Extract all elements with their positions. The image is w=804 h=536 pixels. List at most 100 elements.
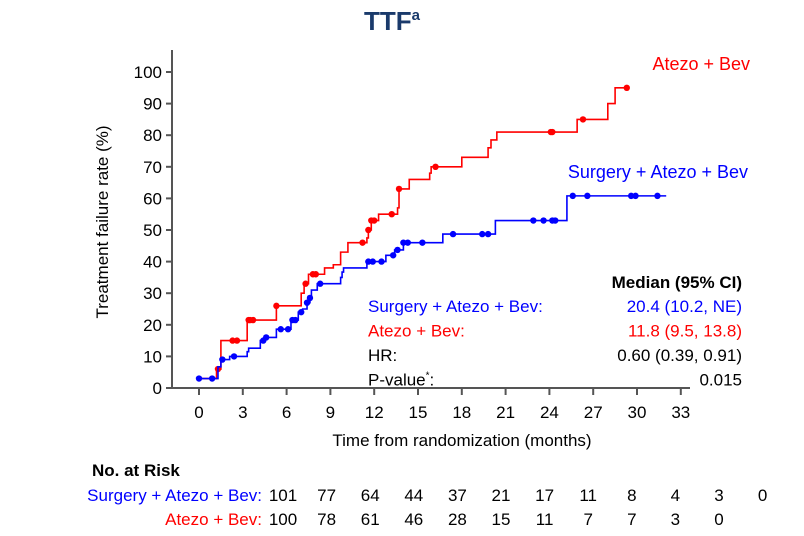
x-axis-label: Time from randomization (months) bbox=[332, 431, 591, 450]
censor-mark bbox=[627, 192, 635, 200]
stats-row-label: P-value*: bbox=[368, 371, 434, 390]
title-superscript: a bbox=[412, 7, 421, 24]
risk-value: 21 bbox=[492, 486, 511, 505]
censor-mark bbox=[208, 375, 216, 382]
censor-mark bbox=[298, 308, 305, 316]
y-tick-label: 80 bbox=[143, 126, 162, 145]
risk-value: 3 bbox=[671, 510, 680, 529]
y-tick-label: 70 bbox=[143, 158, 162, 177]
censor-mark bbox=[233, 337, 241, 344]
risk-value: 100 bbox=[269, 510, 297, 529]
censor-mark bbox=[219, 356, 226, 363]
censor-mark bbox=[369, 258, 376, 265]
y-tick-label: 20 bbox=[143, 316, 162, 335]
censor-mark bbox=[249, 316, 257, 324]
risk-value: 7 bbox=[583, 510, 592, 529]
y-tick-label: 40 bbox=[143, 253, 162, 272]
censor-mark bbox=[302, 280, 309, 287]
censor-mark bbox=[229, 337, 236, 344]
censor-mark bbox=[365, 226, 372, 234]
curves bbox=[195, 84, 667, 382]
censor-mark bbox=[312, 271, 319, 278]
risk-value: 28 bbox=[448, 510, 467, 529]
censor-mark bbox=[395, 185, 403, 193]
censor-mark bbox=[303, 299, 311, 306]
y-tick-label: 100 bbox=[134, 63, 162, 82]
censor-mark bbox=[359, 239, 366, 246]
x-tick-label: 6 bbox=[282, 403, 291, 422]
x-tick-label: 3 bbox=[238, 403, 247, 422]
x-tick-label: 24 bbox=[540, 403, 559, 422]
risk-row-label: Atezo + Bev: bbox=[165, 510, 262, 529]
censor-mark bbox=[479, 230, 486, 238]
risk-value: 64 bbox=[361, 486, 380, 505]
series-line-atezo-bev bbox=[199, 87, 627, 380]
censor-mark bbox=[292, 316, 299, 324]
censor-mark bbox=[262, 334, 270, 341]
risk-value: 61 bbox=[361, 510, 380, 529]
y-tick-label: 90 bbox=[143, 95, 162, 114]
censor-mark bbox=[549, 128, 556, 136]
risk-value: 11 bbox=[579, 486, 597, 505]
stats-row-label: HR: bbox=[368, 346, 397, 365]
risk-value: 44 bbox=[404, 486, 423, 505]
censor-mark bbox=[540, 217, 547, 224]
x-tick-label: 15 bbox=[409, 403, 428, 422]
risk-value: 46 bbox=[404, 510, 423, 529]
stats-box: Median (95% CI) Surgery + Atezo + Bev: 20.… bbox=[368, 273, 742, 390]
censor-mark bbox=[277, 326, 284, 333]
stats-row-label: Surgery + Atezo + Bev: bbox=[368, 297, 543, 316]
censor-mark bbox=[230, 353, 238, 360]
censor-mark bbox=[284, 326, 292, 333]
censor-mark bbox=[394, 246, 401, 254]
censor-mark bbox=[449, 230, 457, 238]
risk-value: 0 bbox=[758, 486, 767, 505]
y-tick-label: 10 bbox=[143, 347, 162, 366]
legend-label-atezo-bev: Atezo + Bev bbox=[652, 54, 750, 74]
x-tick-label: 12 bbox=[365, 403, 384, 422]
risk-value: 37 bbox=[448, 486, 467, 505]
censor-mark bbox=[371, 217, 378, 224]
censor-mark bbox=[316, 280, 324, 287]
censor-mark bbox=[584, 192, 591, 200]
series-line-surgery-atezo-bev bbox=[199, 195, 667, 380]
risk-value: 15 bbox=[492, 510, 511, 529]
censor-mark bbox=[432, 163, 439, 170]
x-tick-label: 18 bbox=[452, 403, 471, 422]
censor-mark bbox=[388, 211, 395, 218]
risk-table-title: No. at Risk bbox=[92, 461, 180, 480]
censor-mark bbox=[419, 239, 426, 246]
censor-mark bbox=[306, 294, 314, 302]
risk-value: 4 bbox=[671, 486, 680, 505]
censor-mark bbox=[389, 252, 397, 259]
censor-mark bbox=[404, 239, 411, 246]
risk-value: 8 bbox=[627, 486, 636, 505]
stats-row-value: 11.8 (9.5, 13.8) bbox=[628, 322, 742, 341]
censor-mark bbox=[378, 258, 385, 265]
risk-value: 78 bbox=[317, 510, 336, 529]
y-tick-label: 30 bbox=[143, 284, 162, 303]
censor-mark bbox=[273, 302, 280, 310]
risk-value: 0 bbox=[714, 510, 723, 529]
x-tick-label: 30 bbox=[628, 403, 647, 422]
censor-mark bbox=[530, 217, 537, 224]
stats-row-value: 0.60 (0.39, 0.91) bbox=[617, 346, 742, 365]
x-tick-label: 27 bbox=[584, 403, 603, 422]
censor-mark bbox=[365, 258, 372, 265]
censor-mark bbox=[579, 116, 587, 123]
y-tick-label: 50 bbox=[143, 221, 162, 240]
risk-value: 101 bbox=[269, 486, 297, 505]
x-tick-label: 9 bbox=[326, 403, 335, 422]
chart-title: TTFa bbox=[364, 6, 421, 36]
stats-header: Median (95% CI) bbox=[612, 273, 742, 292]
x-tick-label: 33 bbox=[671, 403, 690, 422]
censor-mark bbox=[569, 192, 576, 200]
risk-value: 3 bbox=[714, 486, 723, 505]
axes: 0 10 20 30 40 50 60 70 80 90 100 0 3 6 9 12 15 18 21 24 27 30… bbox=[134, 50, 690, 422]
censor-mark bbox=[400, 239, 407, 246]
y-tick-label: 60 bbox=[143, 189, 162, 208]
censor-mark bbox=[632, 192, 639, 200]
risk-value: 17 bbox=[535, 486, 554, 505]
